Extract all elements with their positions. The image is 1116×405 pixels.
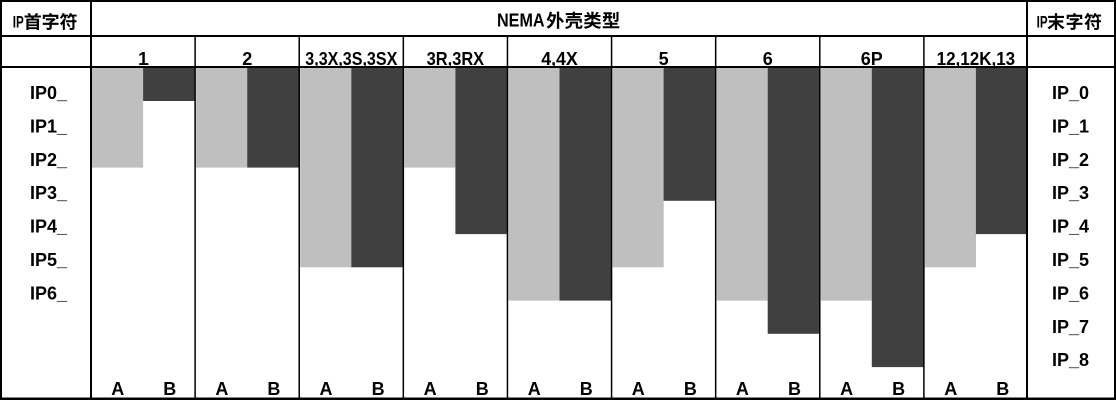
svg-text:IP3_: IP3_ <box>30 183 68 203</box>
svg-text:IP0_: IP0_ <box>30 83 68 103</box>
svg-text:6P: 6P <box>861 49 883 69</box>
svg-text:IP_0: IP_0 <box>1052 83 1089 103</box>
svg-text:B: B <box>580 379 593 399</box>
svg-text:IP6_: IP6_ <box>30 283 68 303</box>
svg-text:B: B <box>163 379 176 399</box>
svg-text:A: A <box>215 379 228 399</box>
svg-text:B: B <box>372 379 385 399</box>
svg-text:A: A <box>840 379 853 399</box>
svg-text:3R,3RX: 3R,3RX <box>427 49 485 69</box>
svg-text:IP: IP <box>13 13 24 32</box>
svg-text:B: B <box>788 379 801 399</box>
svg-text:IP: IP <box>1037 13 1048 32</box>
svg-text:B: B <box>476 379 489 399</box>
svg-text:IP_4: IP_4 <box>1052 217 1089 237</box>
svg-text:B: B <box>267 379 280 399</box>
svg-text:IP2_: IP2_ <box>30 150 68 170</box>
svg-text:A: A <box>424 379 437 399</box>
svg-text:IP_7: IP_7 <box>1052 317 1089 337</box>
svg-text:3,3X,3S,3SX: 3,3X,3S,3SX <box>305 49 397 69</box>
svg-text:A: A <box>736 379 749 399</box>
svg-text:IP1_: IP1_ <box>30 116 68 136</box>
svg-text:1: 1 <box>138 49 148 69</box>
svg-text:IP_8: IP_8 <box>1052 350 1089 370</box>
svg-text:IP_1: IP_1 <box>1052 116 1089 136</box>
svg-text:IP5_: IP5_ <box>30 250 68 270</box>
svg-text:6: 6 <box>763 49 773 69</box>
svg-text:A: A <box>944 379 957 399</box>
svg-text:12,12K,13: 12,12K,13 <box>937 49 1016 69</box>
svg-text:IP_2: IP_2 <box>1052 150 1089 170</box>
svg-text:IP_5: IP_5 <box>1052 250 1089 270</box>
svg-text:2: 2 <box>242 49 252 69</box>
svg-text:B: B <box>684 379 697 399</box>
svg-text:IP_6: IP_6 <box>1052 283 1089 303</box>
svg-text:5: 5 <box>659 49 669 69</box>
svg-text:A: A <box>320 379 333 399</box>
svg-text:A: A <box>528 379 541 399</box>
svg-text:IP4_: IP4_ <box>30 217 68 237</box>
svg-text:B: B <box>996 379 1009 399</box>
svg-text:A: A <box>111 379 124 399</box>
svg-text:4,4X: 4,4X <box>541 49 578 69</box>
svg-text:IP_3: IP_3 <box>1052 183 1089 203</box>
svg-text:NEMA: NEMA <box>497 10 545 30</box>
svg-text:B: B <box>892 379 905 399</box>
svg-text:A: A <box>632 379 645 399</box>
